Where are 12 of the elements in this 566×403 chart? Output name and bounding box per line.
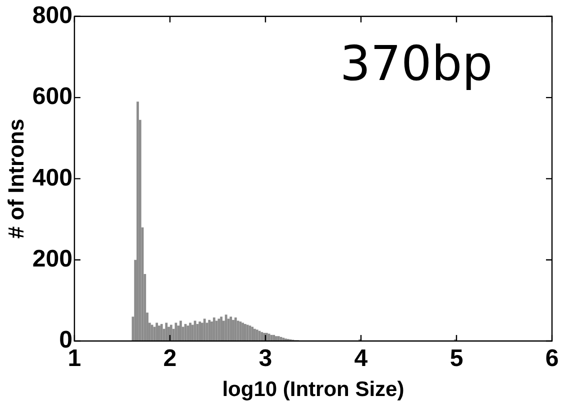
- x-tick-label: 3: [258, 345, 272, 372]
- y-axis-title: # of Introns: [3, 118, 28, 239]
- x-axis-title: log10 (Intron Size): [222, 378, 404, 402]
- y-tick-label: 400: [32, 164, 72, 192]
- y-tick-label: 600: [32, 83, 72, 110]
- x-tick-label: 5: [450, 345, 464, 372]
- x-tick-label: 4: [354, 345, 368, 372]
- x-tick-label: 2: [163, 345, 177, 372]
- y-tick-label: 800: [32, 2, 72, 30]
- annotation: 370bp: [340, 36, 493, 92]
- x-tick-label: 6: [545, 345, 559, 372]
- y-tick-label: 200: [32, 245, 72, 272]
